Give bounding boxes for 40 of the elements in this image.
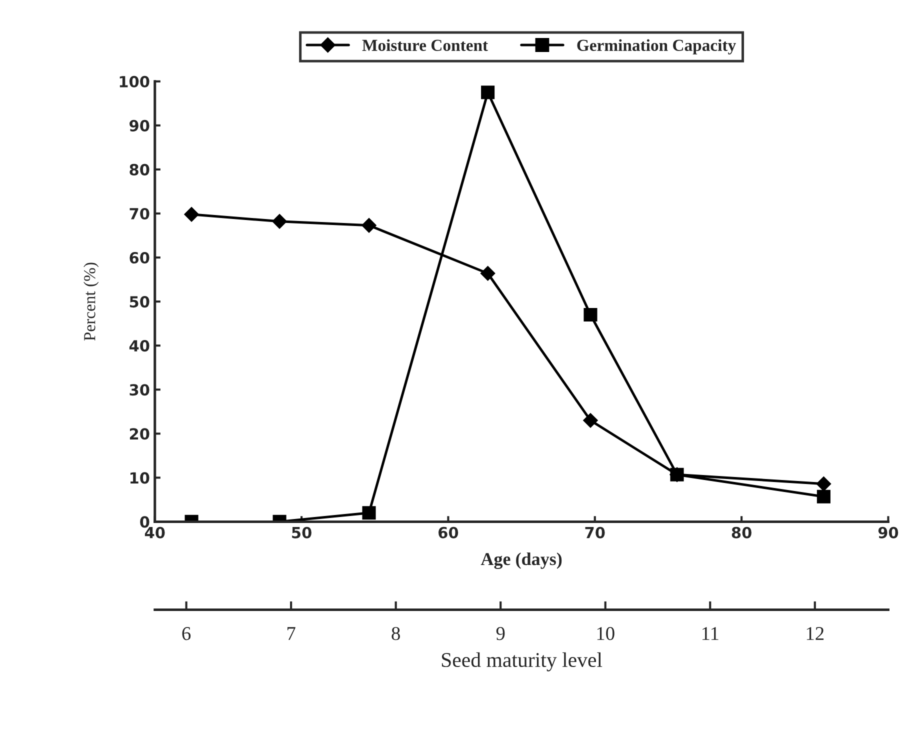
y-tick-label: 60 <box>130 252 150 264</box>
y-tick-label: 30 <box>130 384 150 396</box>
y-tick-label: 100 <box>120 76 150 88</box>
point <box>481 86 495 100</box>
x-tick-label: 50 <box>292 526 312 538</box>
point <box>816 476 832 492</box>
x-tick-label: 90 <box>878 526 898 538</box>
x-tick-label: 70 <box>585 526 605 538</box>
point <box>272 214 287 229</box>
point <box>583 413 598 428</box>
point <box>362 506 376 520</box>
y-axis-title: Percent (%) <box>84 262 99 341</box>
x2-tick-label: 6 <box>182 627 191 640</box>
y-tick-label: 70 <box>130 208 150 220</box>
y-tick-label: 40 <box>129 340 150 352</box>
x2-tick-label: 10 <box>597 626 614 640</box>
y-tick-label: 20 <box>130 428 150 440</box>
x2-tick-label: 11 <box>702 627 718 640</box>
y-tick-label: 0 <box>140 516 150 528</box>
y-tick-label: 10 <box>130 472 150 484</box>
y-tick-label: 50 <box>130 296 150 308</box>
point <box>816 490 830 504</box>
x-tick-label: 60 <box>438 526 458 538</box>
x2-tick-label: 9 <box>496 627 505 640</box>
x2-axis-title: Seed maturity level <box>442 652 602 672</box>
point <box>184 206 199 222</box>
point <box>584 308 598 322</box>
x-axis-title: Age (days) <box>480 552 562 569</box>
x-tick-label: 40 <box>144 526 165 538</box>
x-tick-label: 80 <box>732 526 752 538</box>
legend-label: Germination Capacity <box>577 39 736 54</box>
x2-tick-label: 12 <box>806 627 824 640</box>
point <box>362 218 376 233</box>
x2-tick-label: 7 <box>287 627 296 640</box>
point <box>670 468 684 482</box>
x2-tick-label: 8 <box>392 626 400 640</box>
point <box>480 266 496 281</box>
y-tick-label: 90 <box>130 120 150 132</box>
y-tick-label: 80 <box>130 164 150 176</box>
legend-label: Moisture Content <box>362 39 488 52</box>
